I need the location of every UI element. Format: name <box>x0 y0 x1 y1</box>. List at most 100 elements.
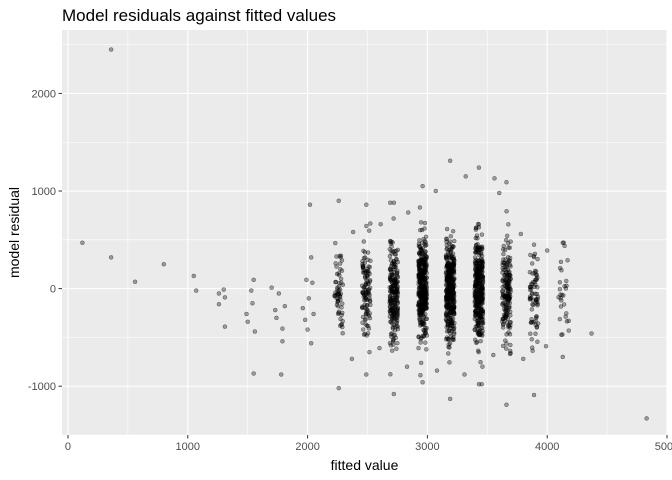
data-point <box>446 268 451 273</box>
data-point <box>451 255 457 260</box>
data-point <box>543 343 549 349</box>
data-point <box>476 291 482 296</box>
data-point <box>480 310 486 316</box>
data-point <box>557 265 563 271</box>
data-point <box>108 255 114 260</box>
data-point <box>503 293 508 299</box>
data-point <box>245 319 250 325</box>
data-point <box>367 349 372 355</box>
data-point <box>340 318 345 324</box>
data-point <box>424 316 429 321</box>
data-point <box>274 315 279 321</box>
data-point <box>501 322 506 327</box>
data-point <box>132 279 138 285</box>
data-point <box>557 280 563 285</box>
data-point <box>500 247 506 252</box>
data-point <box>560 240 566 245</box>
data-point <box>557 316 563 322</box>
data-point <box>394 346 399 351</box>
data-point <box>161 261 167 267</box>
data-point <box>500 325 506 330</box>
data-point <box>390 313 395 318</box>
data-point <box>566 318 572 324</box>
data-point <box>451 262 457 267</box>
data-point <box>333 261 338 266</box>
data-point <box>447 396 453 402</box>
data-point <box>478 294 484 300</box>
data-point <box>417 312 423 317</box>
data-point <box>476 264 481 269</box>
y-tick-label: 1000 <box>32 186 56 198</box>
data-point <box>340 282 346 288</box>
data-point <box>444 226 450 232</box>
data-point <box>422 278 428 284</box>
data-point <box>422 286 428 291</box>
data-point <box>390 240 395 245</box>
data-point <box>416 250 422 256</box>
data-point <box>447 253 453 258</box>
data-point <box>421 291 426 297</box>
data-point <box>364 223 369 229</box>
data-point <box>366 264 371 269</box>
data-point <box>422 266 428 271</box>
data-point <box>420 240 425 246</box>
data-point <box>389 288 395 294</box>
data-point <box>451 310 457 315</box>
data-point <box>340 331 345 336</box>
data-point <box>563 314 568 319</box>
data-point <box>339 268 345 273</box>
data-point <box>564 278 569 284</box>
data-point <box>336 385 341 391</box>
data-point <box>505 240 511 246</box>
data-point <box>506 330 511 335</box>
data-point <box>361 264 366 269</box>
data-point <box>360 327 366 332</box>
data-point <box>421 327 426 333</box>
data-point <box>419 287 424 293</box>
data-point <box>388 372 393 377</box>
data-point <box>476 222 481 227</box>
data-point <box>533 331 538 337</box>
data-point <box>334 271 340 277</box>
data-point <box>559 332 564 337</box>
data-point <box>559 268 564 273</box>
data-point <box>450 282 455 288</box>
data-point <box>476 382 482 387</box>
data-point <box>389 348 395 353</box>
data-point <box>395 313 400 318</box>
data-point <box>506 245 511 250</box>
data-point <box>507 291 512 297</box>
data-point <box>533 322 538 328</box>
data-point <box>368 302 373 308</box>
data-point <box>368 258 373 263</box>
data-point <box>506 222 511 227</box>
data-point <box>506 286 511 291</box>
data-point <box>191 273 197 279</box>
data-point <box>305 327 310 332</box>
data-point <box>387 267 393 272</box>
data-point <box>434 368 440 373</box>
data-point <box>452 320 457 326</box>
data-point <box>504 209 509 214</box>
data-point <box>505 259 511 265</box>
data-point <box>446 305 451 311</box>
data-point <box>565 258 570 263</box>
data-point <box>417 238 422 243</box>
data-point <box>395 340 400 346</box>
grid-minor-lines <box>62 30 667 436</box>
data-point <box>391 258 397 264</box>
data-point <box>418 220 424 225</box>
data-point <box>448 239 453 244</box>
data-point <box>362 250 368 255</box>
data-point <box>479 325 485 331</box>
data-point <box>474 297 480 303</box>
data-point <box>361 239 367 244</box>
data-point <box>564 311 569 316</box>
data-point <box>216 301 222 307</box>
data-point <box>474 340 479 346</box>
data-point <box>531 242 537 247</box>
data-point <box>447 360 452 365</box>
data-point <box>387 300 392 306</box>
data-point <box>451 305 457 311</box>
